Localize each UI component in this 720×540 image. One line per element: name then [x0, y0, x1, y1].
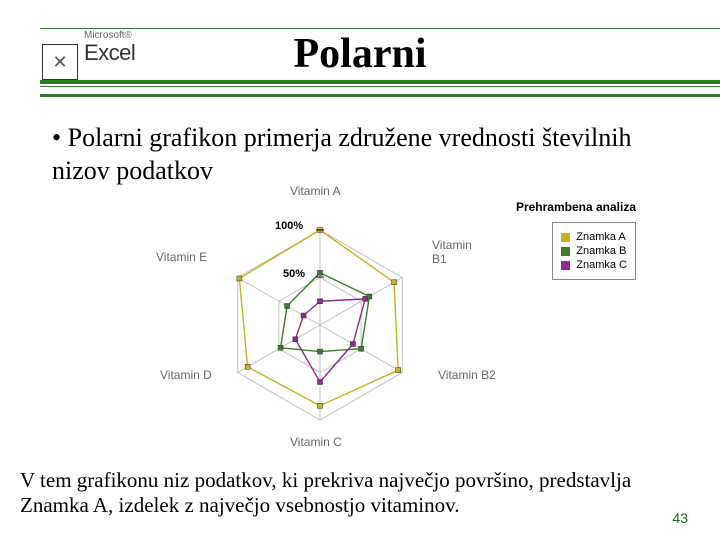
slide-header: ✕ Microsoft® Excel Polarni [0, 0, 720, 98]
legend-item: Znamka B [561, 245, 627, 257]
axis-label: Vitamin D [160, 368, 212, 382]
legend-swatch [561, 261, 570, 270]
legend-item: Znamka A [561, 231, 627, 243]
axis-label: Vitamin A [290, 184, 340, 198]
legend-swatch [561, 233, 570, 242]
header-rule-1 [40, 28, 720, 29]
legend-swatch [561, 247, 570, 256]
legend-title: Prehrambena analiza [516, 200, 636, 214]
legend-label: Znamka C [576, 259, 627, 271]
legend-item: Znamka C [561, 259, 627, 271]
header-rule-4 [40, 94, 720, 97]
tick-label: 50% [283, 268, 305, 280]
axis-label: Vitamin B2 [438, 368, 496, 382]
legend-label: Znamka A [576, 231, 626, 243]
legend-label: Znamka B [576, 245, 626, 257]
bullet-text: Polarni grafikon primerja združene vredn… [52, 122, 660, 187]
axis-label: Vitamin E [156, 250, 207, 264]
footnote: V tem grafikonu niz podatkov, ki prekriv… [20, 468, 700, 518]
chart-legend: Znamka A Znamka B Znamka C [552, 222, 636, 280]
axis-label: VitaminB1 [432, 238, 472, 266]
tick-label: 100% [275, 220, 303, 232]
page-title: Polarni [0, 30, 720, 78]
header-rule-2 [40, 80, 720, 84]
axis-label: Vitamin C [290, 435, 342, 449]
radar-chart: Prehrambena analiza Znamka AZnamka BZnam… [120, 190, 640, 460]
page-number: 43 [672, 510, 688, 526]
header-rule-3 [40, 86, 720, 87]
